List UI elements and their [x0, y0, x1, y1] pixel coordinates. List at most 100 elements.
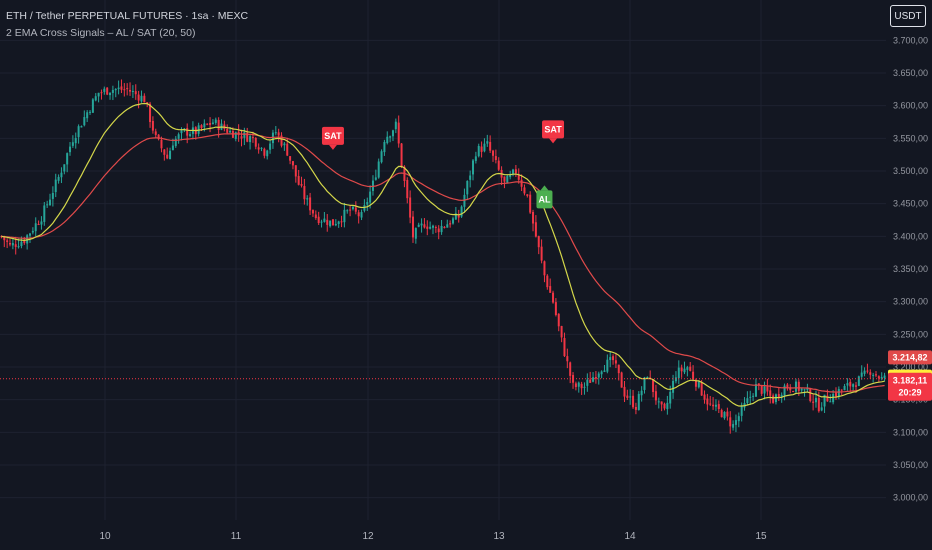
candle[interactable]: [783, 383, 786, 401]
candle[interactable]: [540, 239, 543, 264]
candle[interactable]: [529, 191, 532, 214]
candle[interactable]: [794, 378, 797, 394]
candle[interactable]: [269, 139, 272, 154]
candle[interactable]: [494, 149, 497, 164]
candle[interactable]: [714, 399, 717, 412]
candle[interactable]: [446, 219, 449, 228]
candle[interactable]: [760, 384, 763, 397]
candle[interactable]: [577, 381, 580, 393]
candle[interactable]: [94, 93, 97, 102]
candle[interactable]: [69, 142, 72, 156]
candle[interactable]: [500, 166, 503, 186]
candle[interactable]: [852, 383, 855, 391]
candle[interactable]: [643, 376, 646, 394]
candle[interactable]: [129, 82, 132, 96]
candle[interactable]: [532, 209, 535, 232]
candle[interactable]: [777, 387, 780, 401]
candle[interactable]: [706, 393, 709, 411]
candle[interactable]: [672, 374, 675, 399]
candle[interactable]: [623, 380, 626, 403]
candle[interactable]: [420, 218, 423, 233]
candle[interactable]: [792, 390, 795, 393]
candle[interactable]: [772, 393, 775, 404]
candle[interactable]: [314, 210, 317, 220]
candle[interactable]: [377, 158, 380, 179]
candle[interactable]: [549, 278, 552, 293]
candle[interactable]: [437, 225, 440, 240]
candle[interactable]: [349, 204, 352, 217]
candle[interactable]: [80, 125, 83, 128]
candle[interactable]: [849, 378, 852, 392]
candle[interactable]: [277, 128, 280, 143]
candle[interactable]: [523, 184, 526, 196]
candle[interactable]: [71, 135, 74, 148]
candle[interactable]: [186, 123, 189, 144]
candle[interactable]: [74, 132, 77, 149]
candle[interactable]: [83, 110, 86, 127]
candle[interactable]: [343, 202, 346, 228]
candle[interactable]: [489, 135, 492, 153]
candle[interactable]: [680, 364, 683, 378]
candle[interactable]: [569, 361, 572, 384]
candle[interactable]: [754, 378, 757, 397]
candle[interactable]: [712, 397, 715, 410]
candle[interactable]: [689, 362, 692, 372]
candle[interactable]: [26, 234, 29, 250]
candle[interactable]: [329, 220, 332, 228]
candle[interactable]: [480, 141, 483, 158]
candle[interactable]: [423, 218, 426, 229]
candle[interactable]: [134, 84, 137, 100]
candle[interactable]: [612, 354, 615, 365]
candle[interactable]: [237, 124, 240, 142]
candle[interactable]: [160, 136, 163, 153]
candle[interactable]: [389, 135, 392, 143]
candle[interactable]: [89, 110, 92, 115]
candle[interactable]: [697, 380, 700, 389]
candle[interactable]: [597, 371, 600, 385]
candle[interactable]: [306, 195, 309, 206]
candle[interactable]: [880, 372, 883, 381]
candle[interactable]: [397, 115, 400, 148]
candle[interactable]: [326, 214, 329, 232]
candle[interactable]: [77, 124, 80, 144]
candle[interactable]: [34, 217, 37, 237]
candle[interactable]: [537, 235, 540, 255]
candle[interactable]: [514, 164, 517, 178]
candle[interactable]: [637, 391, 640, 411]
candle[interactable]: [289, 156, 292, 165]
candle[interactable]: [660, 401, 663, 412]
candle[interactable]: [457, 209, 460, 223]
candle[interactable]: [43, 202, 46, 226]
candle[interactable]: [303, 178, 306, 205]
candle[interactable]: [652, 379, 655, 398]
candle[interactable]: [234, 131, 237, 142]
candle[interactable]: [31, 227, 34, 235]
candle[interactable]: [169, 147, 172, 160]
candle[interactable]: [294, 165, 297, 183]
candle[interactable]: [443, 226, 446, 229]
candle[interactable]: [517, 168, 520, 184]
candle[interactable]: [246, 127, 249, 143]
candle[interactable]: [6, 238, 9, 249]
candle[interactable]: [654, 384, 657, 405]
candle[interactable]: [774, 393, 777, 405]
candle[interactable]: [472, 158, 475, 181]
candle[interactable]: [837, 386, 840, 400]
candle[interactable]: [843, 383, 846, 391]
candle[interactable]: [411, 210, 414, 243]
candle[interactable]: [474, 151, 477, 164]
candle[interactable]: [351, 205, 354, 211]
candle[interactable]: [334, 219, 337, 227]
candle[interactable]: [97, 92, 100, 103]
candle[interactable]: [3, 235, 6, 248]
candle[interactable]: [877, 375, 880, 383]
candle[interactable]: [440, 219, 443, 235]
candle[interactable]: [266, 149, 269, 160]
candle[interactable]: [663, 402, 666, 411]
sell-signal-marker[interactable]: SAT: [321, 126, 344, 150]
candle[interactable]: [63, 164, 66, 175]
candle[interactable]: [820, 402, 823, 412]
candle[interactable]: [634, 402, 637, 415]
candle[interactable]: [426, 220, 429, 236]
candle[interactable]: [666, 395, 669, 415]
